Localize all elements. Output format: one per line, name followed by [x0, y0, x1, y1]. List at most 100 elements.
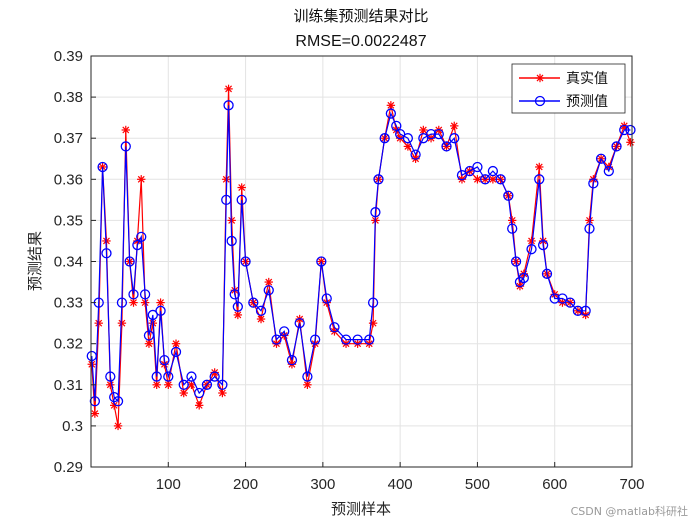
data-point: [164, 380, 173, 389]
data-point: [503, 190, 514, 201]
x-tick-label: 100: [156, 476, 181, 493]
data-point: [316, 256, 327, 267]
data-point: [140, 298, 150, 307]
data-point: [294, 317, 305, 329]
series-line: [91, 105, 631, 403]
y-tick-label: 0.31: [54, 377, 83, 394]
data-point: [611, 141, 622, 152]
data-point: [526, 244, 537, 255]
data-point: [116, 297, 128, 308]
data-point: [144, 339, 154, 348]
data-point: [218, 388, 227, 398]
data-point: [271, 334, 282, 345]
data-point: [178, 379, 189, 390]
data-point: [139, 289, 151, 300]
data-point: [129, 298, 138, 307]
data-point: [256, 314, 266, 324]
data-point: [595, 153, 607, 164]
data-point: [155, 305, 166, 316]
data-point: [480, 174, 491, 185]
x-tick-label: 500: [465, 476, 490, 493]
grid-lines: [91, 55, 633, 468]
data-point: [464, 165, 475, 177]
data-point: [603, 165, 614, 177]
data-point: [472, 161, 483, 173]
y-tick-label: 0.34: [54, 254, 83, 271]
data-point: [171, 339, 181, 348]
data-point: [370, 207, 381, 218]
data-point: [94, 318, 103, 328]
x-axis: 100 200 300 400 500 600 700: [156, 462, 645, 493]
data-point: [121, 125, 130, 135]
data-point: [120, 141, 131, 152]
legend-marker-predicted: [534, 95, 546, 107]
data-point: [557, 293, 568, 304]
data-point: [124, 256, 135, 267]
data-point: [279, 326, 290, 337]
data-point: [394, 128, 406, 140]
data-point: [187, 380, 196, 389]
y-tick-label: 0.29: [54, 459, 83, 476]
data-point: [456, 170, 468, 181]
data-point: [143, 330, 155, 341]
data-point: [263, 285, 274, 296]
data-point: [329, 322, 340, 333]
data-point: [418, 133, 429, 144]
data-point: [128, 289, 139, 300]
data-point: [535, 162, 544, 172]
data-point: [321, 293, 332, 304]
data-point: [373, 174, 384, 185]
data-point: [237, 183, 246, 192]
y-tick-label: 0.35: [54, 212, 83, 229]
x-tick-label: 600: [542, 476, 567, 493]
data-point: [97, 161, 108, 173]
series-predicted: [86, 100, 636, 407]
legend-label-actual: 真实值: [566, 71, 608, 87]
data-point: [221, 194, 232, 206]
data-point: [367, 297, 379, 308]
data-point: [156, 298, 165, 307]
data-point: [264, 277, 273, 287]
x-axis-label: 预测样本: [331, 500, 391, 518]
data-point: [379, 133, 390, 144]
data-point: [450, 121, 459, 131]
data-point: [510, 256, 522, 267]
y-tick-label: 0.38: [54, 89, 83, 106]
data-point: [537, 239, 549, 251]
data-point: [217, 379, 228, 390]
legend-marker-symbol: [535, 73, 545, 83]
data-point: [419, 125, 428, 135]
data-point: [233, 310, 243, 320]
data-point: [588, 178, 599, 189]
series-actual: [87, 84, 635, 431]
data-point: [385, 108, 397, 119]
data-point: [179, 388, 188, 398]
data-point: [137, 175, 146, 184]
data-point: [507, 223, 518, 234]
legend: 真实值 预测值: [511, 63, 626, 114]
data-point: [201, 379, 213, 390]
data-point: [386, 101, 396, 110]
data-point: [541, 268, 553, 279]
data-point: [495, 174, 506, 185]
data-point: [132, 239, 143, 251]
data-point: [136, 231, 147, 242]
chart-title: 训练集预测结果对比: [293, 7, 428, 25]
data-point: [309, 334, 321, 345]
y-tick-label: 0.36: [54, 171, 83, 188]
data-point: [473, 175, 482, 184]
x-tick-label: 700: [619, 476, 644, 493]
data-point: [403, 142, 413, 151]
x-tick-label: 200: [233, 476, 258, 493]
data-point: [90, 409, 100, 418]
data-point: [410, 149, 421, 160]
data-point: [619, 124, 630, 136]
data-point: [159, 354, 170, 366]
data-point: [152, 380, 161, 389]
x-tick-label: 300: [310, 476, 335, 493]
data-point: [163, 371, 174, 382]
y-tick-label: 0.37: [54, 130, 83, 147]
data-point: [248, 297, 259, 308]
data-point: [441, 141, 452, 152]
data-point: [487, 165, 499, 177]
